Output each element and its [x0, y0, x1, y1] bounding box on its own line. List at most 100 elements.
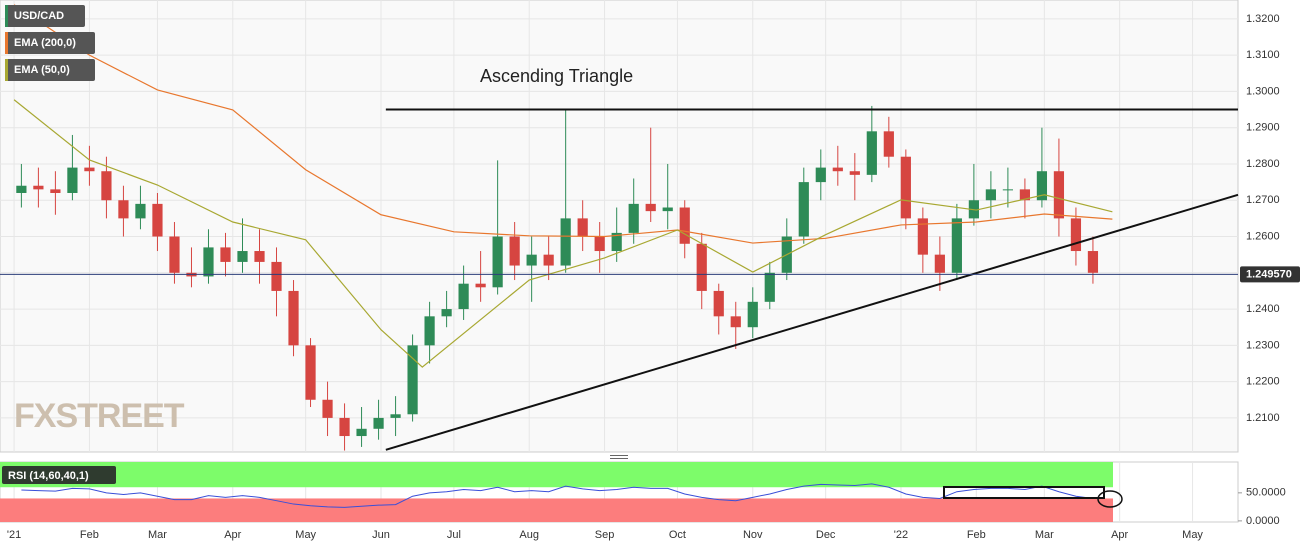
candle-body: [169, 236, 180, 273]
x-tick-label: May: [1182, 529, 1203, 541]
candle-body: [747, 301, 758, 328]
candle-body: [407, 345, 418, 415]
candle-body: [713, 290, 724, 317]
y-tick-label: 1.2300: [1246, 339, 1280, 351]
x-tick-label: Apr: [224, 529, 241, 541]
watermark: FXSTREET: [14, 397, 185, 435]
candle-body: [696, 243, 707, 291]
x-tick-label: Feb: [967, 529, 986, 541]
candle-body: [798, 182, 809, 237]
candle-body: [237, 251, 248, 262]
candle-body: [1053, 171, 1065, 219]
candle-body: [339, 417, 350, 437]
x-tick-label: Dec: [816, 529, 836, 541]
x-tick-label: Aug: [519, 529, 539, 541]
candle-body: [951, 218, 962, 273]
y-tick-label: 1.2100: [1246, 412, 1280, 424]
rsi-line: [21, 483, 1094, 508]
candle-body: [917, 218, 928, 255]
main-panel: [0, 0, 1239, 453]
candle-body: [900, 156, 911, 219]
rsi-circle: [1097, 490, 1123, 508]
last-price-box: [1240, 266, 1300, 283]
candle-body: [67, 167, 78, 193]
candle-body: [611, 232, 622, 252]
candle-body: [288, 290, 299, 346]
x-tick-label: Feb: [80, 529, 99, 541]
legend-box: [5, 32, 95, 54]
candle-body: [866, 131, 877, 175]
candle-body: [764, 272, 775, 302]
candle-body: [934, 254, 945, 273]
candle-body: [152, 203, 163, 237]
candle-body: [16, 185, 27, 193]
x-tick-label: Jun: [372, 529, 390, 541]
x-tick-label: Sep: [595, 529, 615, 541]
rsi-tick-label: 50.0000: [1246, 487, 1286, 499]
annotation: Ascending Triangle: [480, 66, 633, 86]
candle-body: [271, 261, 282, 291]
candle-body: [594, 236, 605, 252]
ema-line: [13, 4, 1113, 244]
legend-box: [5, 59, 95, 81]
support-line: [385, 193, 1239, 451]
y-tick-label: 1.2900: [1246, 122, 1280, 134]
candle-body: [390, 414, 401, 418]
y-tick-label: 1.2800: [1246, 158, 1280, 170]
candle-body: [645, 203, 656, 212]
legend-box: [5, 5, 85, 27]
rsi-tick-label: 0.0000: [1246, 515, 1280, 527]
y-tick-label: 1.2400: [1246, 303, 1280, 315]
legend-label: EMA (200,0): [14, 37, 76, 49]
candle-body: [203, 247, 214, 277]
candle-body: [50, 189, 61, 193]
candle-body: [628, 203, 639, 233]
candle-body: [526, 254, 537, 266]
candle-body: [118, 200, 129, 219]
candle-body: [356, 428, 367, 437]
candle-body: [101, 171, 112, 201]
candle-body: [509, 236, 520, 266]
x-tick-label: '21: [7, 529, 21, 541]
candle-body: [730, 316, 741, 328]
candle-body: [305, 345, 316, 400]
candle-body: [458, 283, 469, 310]
candle-body: [373, 417, 384, 429]
candle-body: [492, 236, 503, 288]
candle-body: [254, 251, 265, 262]
legend-swatch: [5, 59, 8, 81]
y-tick-label: 1.2200: [1246, 376, 1280, 388]
candle-body: [815, 167, 826, 183]
y-tick-label: 1.2700: [1246, 194, 1280, 206]
candle-body: [441, 309, 452, 317]
legend-label: EMA (50,0): [14, 64, 70, 76]
legend: RSI (14,60,40,1) USD/CAD EMA (200,0) EMA (5…: [2, 5, 116, 484]
candle-body: [1036, 171, 1048, 201]
legend-swatch: [5, 32, 8, 54]
candle-body: [33, 185, 44, 190]
candle-body: [475, 283, 486, 288]
candle-body: [1087, 251, 1099, 273]
candle-body: [424, 316, 435, 346]
y-tick-label: 1.3100: [1246, 49, 1280, 61]
candle-body: [1002, 189, 1013, 191]
rsi-title: RSI (14,60,40,1): [8, 470, 89, 482]
candle-body: [322, 399, 333, 418]
x-tick-label: '22: [894, 529, 908, 541]
y-tick-label: 1.3000: [1246, 85, 1280, 97]
x-tick-label: Oct: [669, 529, 686, 541]
candle-body: [832, 167, 843, 172]
rsi-upper-band: [0, 462, 1113, 488]
rsi-title-box: [2, 466, 116, 484]
resize-handle[interactable]: [610, 454, 628, 460]
candle-body: [985, 189, 996, 201]
candle-body: [220, 247, 231, 262]
candle-body: [560, 218, 571, 266]
ema-line: [13, 99, 1113, 368]
y-tick-label: 1.2600: [1246, 230, 1280, 242]
candle-body: [135, 203, 146, 219]
candle-body: [883, 131, 894, 157]
candle-body: [1070, 218, 1082, 252]
plot: 50.0000 0.0000: [0, 4, 1286, 527]
